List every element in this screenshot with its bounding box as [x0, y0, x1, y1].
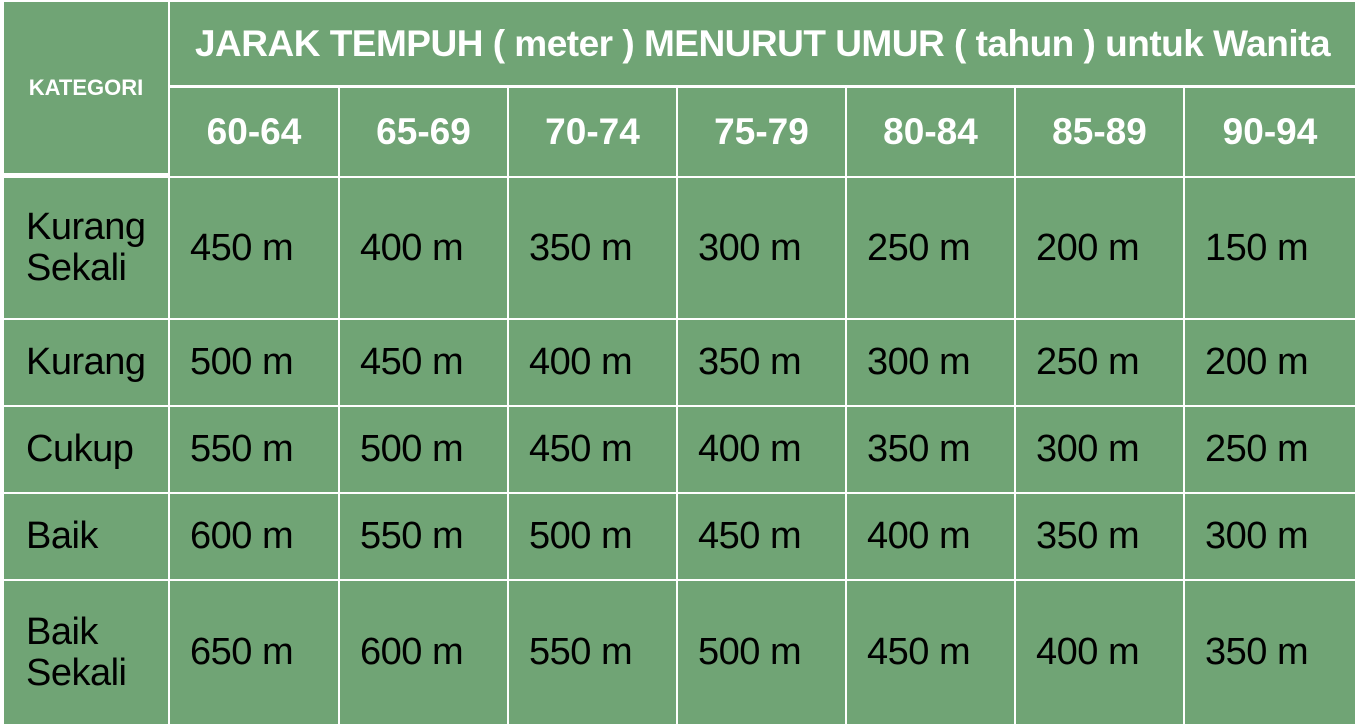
- category-kurang-sekali: Kurang Sekali: [2, 176, 170, 320]
- value-cell: 400 m: [845, 492, 1016, 581]
- value-cell: 600 m: [168, 492, 340, 581]
- table-title-header: JARAK TEMPUH ( meter ) MENURUT UMUR ( ta…: [168, 0, 1357, 90]
- value-cell: 300 m: [845, 318, 1016, 407]
- value-cell: 450 m: [168, 176, 340, 320]
- value-cell: 500 m: [338, 405, 509, 494]
- corner-header-kategori: KATEGORI: [2, 0, 173, 178]
- value-cell: 400 m: [1014, 579, 1185, 726]
- table-title: JARAK TEMPUH ( meter ) MENURUT UMUR ( ta…: [194, 22, 1331, 64]
- age-label: 60-64: [206, 111, 302, 152]
- value-cell: 400 m: [507, 318, 678, 407]
- category-baik-sekali: Baik Sekali: [2, 579, 170, 726]
- value-cell: 550 m: [507, 579, 678, 726]
- age-label: 90-94: [1222, 111, 1318, 152]
- value-cell: 250 m: [1014, 318, 1185, 407]
- value-cell: 350 m: [1014, 492, 1185, 581]
- category-label: Baik: [26, 515, 98, 557]
- value-cell: 450 m: [338, 318, 509, 407]
- value-cell: 600 m: [338, 579, 509, 726]
- value-cell: 650 m: [168, 579, 340, 726]
- age-header-75-79: 75-79: [676, 86, 847, 178]
- value-cell: 450 m: [845, 579, 1016, 726]
- value-cell: 300 m: [1014, 405, 1185, 494]
- value-cell: 300 m: [1183, 492, 1357, 581]
- value-cell: 400 m: [676, 405, 847, 494]
- value-cell: 350 m: [1183, 579, 1357, 726]
- category-label: Cukup: [26, 428, 134, 470]
- age-header-65-69: 65-69: [338, 86, 509, 178]
- age-header-60-64: 60-64: [168, 86, 340, 178]
- value-cell: 400 m: [338, 176, 509, 320]
- age-header-85-89: 85-89: [1014, 86, 1185, 178]
- value-cell: 150 m: [1183, 176, 1357, 320]
- age-label: 75-79: [714, 111, 809, 152]
- category-baik: Baik: [2, 492, 170, 581]
- category-cukup: Cukup: [2, 405, 170, 494]
- category-label: Kurang: [26, 341, 146, 383]
- age-label: 70-74: [545, 111, 640, 152]
- value-cell: 250 m: [845, 176, 1016, 320]
- age-header-90-94: 90-94: [1183, 86, 1357, 178]
- value-cell: 300 m: [676, 176, 847, 320]
- value-cell: 350 m: [676, 318, 847, 407]
- value-cell: 350 m: [507, 176, 678, 320]
- value-cell: 450 m: [507, 405, 678, 494]
- value-cell: 250 m: [1183, 405, 1357, 494]
- age-label: 65-69: [376, 111, 471, 152]
- category-kurang: Kurang: [2, 318, 170, 407]
- category-label: Kurang Sekali: [26, 206, 146, 289]
- value-cell: 200 m: [1014, 176, 1185, 320]
- age-header-80-84: 80-84: [845, 86, 1016, 178]
- category-label: Baik Sekali: [26, 610, 127, 694]
- kategori-label: KATEGORI: [28, 74, 144, 100]
- age-label: 85-89: [1052, 111, 1147, 152]
- age-label: 80-84: [883, 111, 978, 152]
- value-cell: 350 m: [845, 405, 1016, 494]
- age-header-70-74: 70-74: [507, 86, 678, 178]
- value-cell: 500 m: [676, 579, 847, 726]
- value-cell: 550 m: [338, 492, 509, 581]
- value-cell: 550 m: [168, 405, 340, 494]
- value-cell: 450 m: [676, 492, 847, 581]
- value-cell: 500 m: [168, 318, 340, 407]
- value-cell: 200 m: [1183, 318, 1357, 407]
- value-cell: 500 m: [507, 492, 678, 581]
